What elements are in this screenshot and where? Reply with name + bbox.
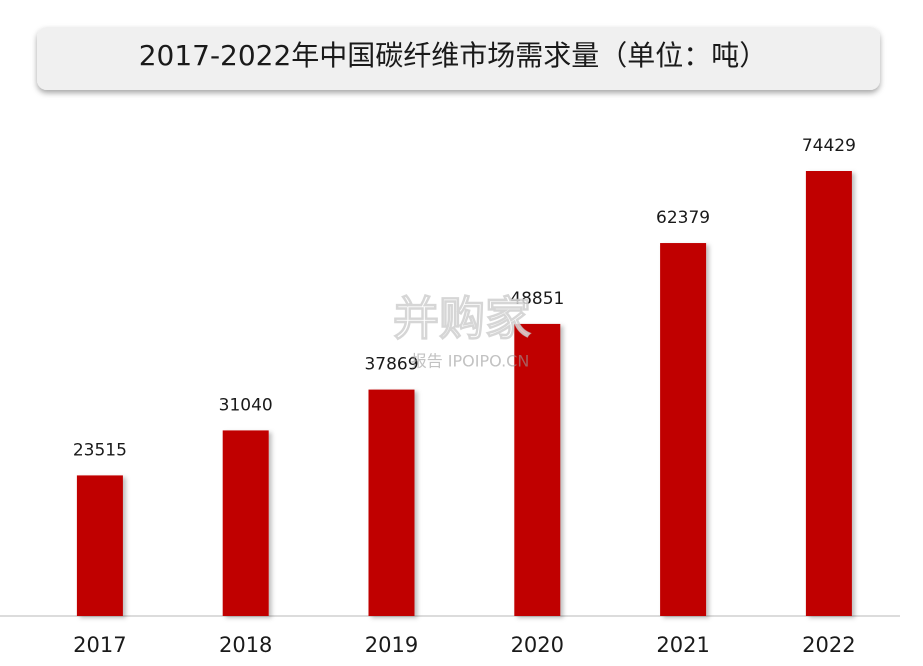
bar <box>368 389 415 616</box>
watermark: 并购家 <box>393 292 531 346</box>
value-label: 31040 <box>219 395 273 415</box>
bar <box>514 323 561 616</box>
value-label: 74429 <box>802 136 856 156</box>
bar <box>222 430 269 616</box>
chart-title: 2017-2022年中国碳纤维市场需求量（单位：吨） <box>139 39 768 72</box>
x-tick-label: 2020 <box>511 633 564 657</box>
x-tick-label: 2021 <box>656 633 709 657</box>
bar <box>805 171 852 616</box>
x-tick-label: 2022 <box>802 633 855 657</box>
title-box <box>37 27 880 90</box>
value-label: 48851 <box>510 289 564 309</box>
bar <box>660 243 707 616</box>
bar <box>76 475 123 616</box>
x-tick-label: 2019 <box>365 633 418 657</box>
x-tick-label: 2018 <box>219 633 272 657</box>
value-label: 23515 <box>73 440 127 460</box>
value-label: 62379 <box>656 208 710 228</box>
x-tick-label: 2017 <box>73 633 126 657</box>
watermark: 报告 IPOIPO.CN <box>411 352 530 371</box>
value-label: 37869 <box>364 355 418 375</box>
